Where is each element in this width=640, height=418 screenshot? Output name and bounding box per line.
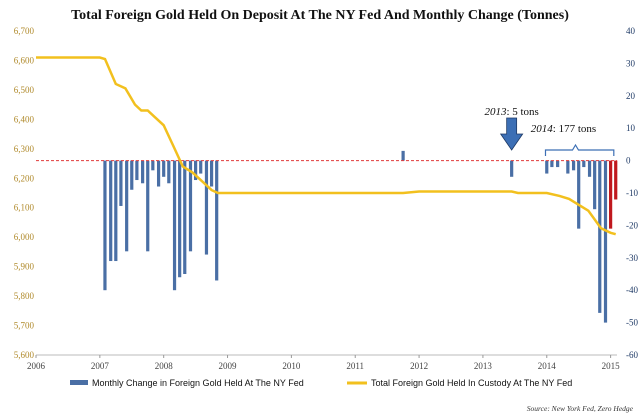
monthly-change-bar — [103, 160, 107, 291]
monthly-change-bar — [556, 160, 560, 168]
right-axis-tick-label: -50 — [626, 318, 638, 328]
monthly-change-bar — [178, 160, 182, 278]
left-axis-tick-label: 5,700 — [14, 321, 35, 331]
monthly-change-bar — [582, 160, 586, 168]
x-axis-tick-label: 2007 — [91, 361, 110, 371]
left-axis-tick-label: 6,300 — [14, 144, 35, 154]
x-axis-tick-label: 2006 — [27, 361, 46, 371]
monthly-change-bar — [609, 160, 613, 229]
x-axis-tick-label: 2011 — [346, 361, 364, 371]
bracket-2014 — [544, 143, 615, 156]
left-axis-tick-label: 5,800 — [14, 291, 35, 301]
monthly-change-bar — [603, 160, 608, 323]
monthly-change-bar — [614, 160, 618, 200]
annotations: 2013: 5 tons 2014: 177 tons — [484, 106, 615, 156]
monthly-change-bar — [571, 160, 576, 171]
right-axis-tick-label: 30 — [626, 58, 636, 68]
monthly-change-bar — [135, 160, 139, 181]
monthly-change-bar — [167, 160, 171, 184]
x-axis-tick-label: 2010 — [282, 361, 301, 371]
right-axis-tick-label: 0 — [626, 156, 631, 166]
monthly-change-bar — [577, 160, 581, 229]
right-axis-tick-label: 20 — [626, 91, 636, 101]
left-axis-tick-label: 6,100 — [14, 203, 35, 213]
monthly-change-bar — [566, 160, 570, 174]
right-axis-tick-label: 10 — [626, 123, 636, 133]
x-axis-tick-label: 2012 — [410, 361, 428, 371]
monthly-change-bar — [209, 160, 214, 187]
x-axis-tick-label: 2015 — [602, 361, 621, 371]
monthly-change-bar — [172, 160, 177, 291]
left-axis-tick-label: 5,600 — [14, 350, 35, 360]
right-axis-tick-label: 40 — [626, 26, 636, 36]
x-axis-tick-label: 2008 — [155, 361, 174, 371]
right-axis-tick-label: -30 — [626, 253, 638, 263]
left-axis-tick-label: 6,500 — [14, 85, 35, 95]
monthly-change-bar — [598, 160, 602, 313]
left-axis-tick-label: 6,600 — [14, 55, 35, 65]
monthly-change-bar — [146, 160, 150, 252]
monthly-change-bar — [510, 160, 514, 177]
monthly-change-bar — [550, 160, 554, 168]
left-axis-tick-label: 6,700 — [14, 26, 35, 36]
monthly-change-bar — [151, 160, 155, 171]
monthly-change-bar — [156, 160, 161, 187]
monthly-change-bar — [114, 160, 118, 262]
annotation-2014: 2014: 177 tons — [531, 123, 596, 135]
monthly-change-bar — [593, 160, 597, 210]
legend: Monthly Change in Foreign Gold Held At T… — [70, 378, 572, 388]
legend-label-bars: Monthly Change in Foreign Gold Held At T… — [92, 378, 304, 388]
left-axis-tick-label: 6,400 — [14, 114, 35, 124]
monthly-change-bar — [130, 160, 134, 190]
monthly-change-bar — [194, 160, 198, 181]
monthly-change-bar — [119, 160, 123, 206]
annotation-2013: 2013: 5 tons — [484, 106, 538, 118]
monthly-change-bar — [141, 160, 145, 184]
monthly-change-bar — [199, 160, 203, 174]
left-axis-tick-label: 5,900 — [14, 262, 35, 272]
right-axis-tick-label: -20 — [626, 220, 638, 230]
left-axis-tick-label: 6,200 — [14, 173, 35, 183]
right-axis-tick-label: -60 — [626, 350, 638, 360]
left-axis-tick-label: 6,000 — [14, 232, 35, 242]
monthly-change-bar — [401, 150, 405, 161]
arrow-down-icon — [499, 117, 524, 151]
axes: 5,600 5,700 5,800 5,900 6,000 6,100 6,200 6,300… — [14, 26, 639, 371]
right-axis-tick-label: -10 — [626, 188, 638, 198]
x-axis-tick-label: 2014 — [538, 361, 557, 371]
chart-title: Total Foreign Gold Held On Deposit At Th… — [71, 8, 569, 23]
monthly-change-bar — [162, 160, 166, 177]
monthly-change-bar — [125, 160, 129, 252]
monthly-change-bar — [545, 160, 549, 174]
monthly-change-bar — [587, 160, 592, 177]
x-axis-tick-label: 2013 — [474, 361, 493, 371]
monthly-change-bar — [109, 160, 113, 262]
x-axis-tick-label: 2009 — [219, 361, 238, 371]
legend-label-line: Total Foreign Gold Held In Custody At Th… — [371, 378, 572, 388]
right-axis-tick-label: -40 — [626, 285, 638, 295]
legend-swatch-bars — [70, 380, 88, 385]
monthly-change-bar — [215, 160, 219, 281]
total-gold-line — [36, 56, 617, 236]
monthly-change-bar — [204, 160, 209, 255]
bars-group — [103, 150, 618, 323]
monthly-change-bar — [188, 160, 193, 252]
monthly-change-bar — [183, 160, 187, 274]
source-note: Source: New York Fed, Zero Hedge — [527, 404, 634, 413]
